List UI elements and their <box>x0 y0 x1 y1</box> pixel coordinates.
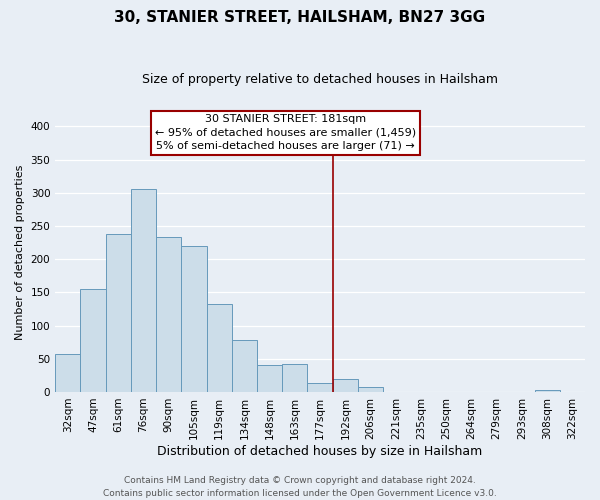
X-axis label: Distribution of detached houses by size in Hailsham: Distribution of detached houses by size … <box>157 444 483 458</box>
Title: Size of property relative to detached houses in Hailsham: Size of property relative to detached ho… <box>142 72 498 86</box>
Bar <box>332 378 358 392</box>
Bar <box>282 364 307 392</box>
Bar <box>232 340 257 392</box>
Bar <box>206 304 232 392</box>
Bar <box>181 246 206 392</box>
Bar <box>307 382 332 392</box>
Text: 30, STANIER STREET, HAILSHAM, BN27 3GG: 30, STANIER STREET, HAILSHAM, BN27 3GG <box>115 10 485 25</box>
Bar <box>257 364 282 392</box>
Bar <box>80 289 106 392</box>
Bar <box>535 390 560 392</box>
Bar <box>156 237 181 392</box>
Text: 30 STANIER STREET: 181sqm
← 95% of detached houses are smaller (1,459)
5% of sem: 30 STANIER STREET: 181sqm ← 95% of detac… <box>155 114 416 151</box>
Bar <box>55 354 80 392</box>
Bar <box>358 388 383 392</box>
Bar <box>131 190 156 392</box>
Text: Contains HM Land Registry data © Crown copyright and database right 2024.
Contai: Contains HM Land Registry data © Crown c… <box>103 476 497 498</box>
Y-axis label: Number of detached properties: Number of detached properties <box>15 165 25 340</box>
Bar <box>106 234 131 392</box>
